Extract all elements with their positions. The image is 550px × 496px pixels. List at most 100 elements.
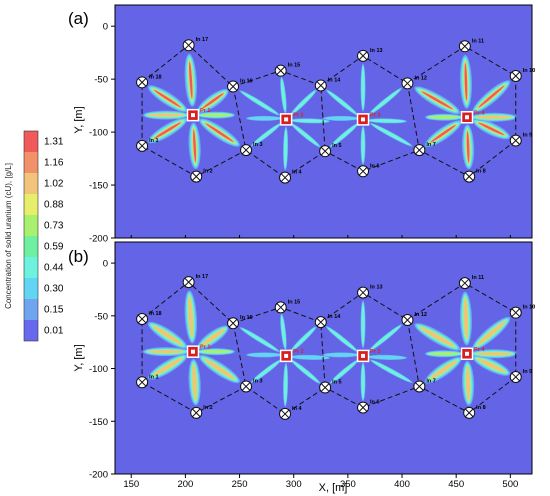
concentration-plume bbox=[201, 329, 225, 346]
injection-well-marker bbox=[357, 165, 370, 178]
y-tick-label: -200 bbox=[89, 234, 108, 245]
colorbar-tick-label: 1.31 bbox=[44, 137, 64, 148]
concentration-plume bbox=[463, 298, 468, 339]
injection-well-marker bbox=[509, 370, 522, 383]
injection-well-label: In 11 bbox=[472, 38, 484, 44]
y-tick-label: -100 bbox=[89, 128, 108, 139]
concentration-plume bbox=[331, 124, 357, 146]
concentration-plume bbox=[241, 328, 278, 351]
panel-a-y-axis-title: Y, [m] bbox=[73, 106, 85, 133]
injection-well-label: In 7 bbox=[426, 378, 435, 384]
concentration-plume bbox=[428, 352, 460, 356]
injection-well-marker bbox=[182, 276, 195, 289]
production-well-label: Pr 3 bbox=[370, 112, 380, 118]
injection-well-marker bbox=[314, 79, 327, 92]
concentration-plume bbox=[148, 113, 184, 117]
colorbar-tick-label: 1.16 bbox=[44, 158, 64, 169]
injection-well-marker bbox=[401, 77, 414, 90]
panel-b: In 1 In 2 In 3 In 4 In 5 In 6 In 7 In 8 In 9 In 1… bbox=[68, 241, 535, 494]
injection-well-label: In 14 bbox=[328, 314, 341, 320]
injection-well-label: In 12 bbox=[414, 312, 427, 318]
colorbar-swatch bbox=[24, 152, 38, 173]
y-tick-label: -50 bbox=[94, 311, 108, 322]
cell-boundary bbox=[320, 292, 420, 409]
concentration-plume bbox=[292, 124, 319, 146]
concentration-plume bbox=[429, 360, 457, 380]
concentration-plume bbox=[281, 315, 286, 348]
panel-a-wells: In 1 In 2 In 3 In 4 In 5 In 6 In 7 In 8 In 9 In 1… bbox=[136, 37, 535, 184]
injection-well-marker bbox=[190, 406, 203, 419]
injection-well-label: In 13 bbox=[370, 48, 383, 54]
colorbar-swatches bbox=[23, 130, 39, 342]
production-well-label: Pr 1 bbox=[200, 345, 210, 351]
concentration-plume bbox=[476, 352, 512, 356]
concentration-plume bbox=[247, 352, 282, 357]
injection-well-label: In 2 bbox=[203, 405, 212, 411]
injection-well-label: In 3 bbox=[253, 378, 262, 384]
x-tick-label: 150 bbox=[123, 479, 139, 490]
colorbar-tick-label: 0.88 bbox=[44, 200, 64, 211]
injection-well-label: In 15 bbox=[288, 299, 301, 305]
concentration-plume bbox=[370, 325, 401, 351]
concentration-plume bbox=[477, 358, 506, 373]
concentration-plume bbox=[193, 129, 197, 163]
production-well-marker bbox=[356, 349, 370, 363]
colorbar-tick-label: 0.44 bbox=[44, 263, 64, 274]
production-well-marker bbox=[356, 113, 370, 126]
concentration-plume bbox=[327, 327, 357, 351]
concentration-plume bbox=[361, 364, 365, 400]
colorbar-swatch bbox=[24, 173, 38, 194]
colorbar-swatch bbox=[24, 257, 38, 278]
injection-well-label: In 9 bbox=[523, 369, 532, 375]
concentration-plume bbox=[152, 357, 183, 376]
concentration-plume bbox=[368, 355, 406, 360]
concentration-plume bbox=[188, 296, 194, 337]
concentration-plume bbox=[327, 91, 357, 114]
concentration-plume bbox=[252, 124, 280, 146]
injection-well-label: In 18 bbox=[149, 311, 162, 317]
concentration-plume bbox=[283, 129, 288, 168]
injection-well-marker bbox=[509, 69, 522, 82]
y-tick-label: 0 bbox=[103, 22, 108, 33]
concentration-plume bbox=[200, 350, 232, 354]
concentration-plume bbox=[292, 119, 328, 123]
injection-well-label: In 17 bbox=[196, 274, 209, 280]
injection-well-label: In 4 bbox=[292, 406, 302, 412]
injection-well-marker bbox=[279, 407, 292, 420]
injection-well-marker bbox=[413, 380, 426, 393]
injection-well-marker bbox=[314, 316, 327, 329]
panel-b-y-axis-title: Y, [m] bbox=[73, 344, 85, 371]
panel-a: In 1 In 2 In 3 In 4 In 5 In 6 In 7 In 8 In 9 In 1… bbox=[68, 4, 535, 245]
concentration-plume bbox=[152, 325, 183, 345]
concentration-plume bbox=[189, 61, 193, 99]
y-tick-label: -50 bbox=[94, 75, 108, 86]
production-well-marker bbox=[460, 347, 474, 361]
injection-well-label: In 7 bbox=[426, 142, 435, 148]
injection-well-marker bbox=[274, 64, 287, 77]
x-tick-label: 300 bbox=[286, 479, 302, 490]
concentration-plume bbox=[281, 78, 286, 112]
injection-well-marker bbox=[240, 380, 253, 393]
injection-well-marker bbox=[401, 314, 414, 327]
colorbar: 1.31 1.16 1.02 0.88 0.73 0.59 0.44 0.30 0.15 0.01… bbox=[4, 130, 64, 342]
x-tick-label: 350 bbox=[340, 479, 356, 490]
colorbar-swatch bbox=[24, 278, 38, 299]
concentration-plume bbox=[291, 355, 329, 360]
concentration-plume bbox=[477, 321, 506, 346]
colorbar-tick-label: 0.73 bbox=[44, 221, 64, 232]
x-tick-label: 400 bbox=[394, 479, 410, 490]
concentration-plume bbox=[466, 131, 470, 163]
injection-well-label: In 12 bbox=[414, 75, 427, 81]
injection-well-label: In 2 bbox=[203, 169, 212, 175]
x-tick-label: 250 bbox=[232, 479, 248, 490]
concentration-plume bbox=[192, 364, 197, 400]
panel-b-y-axis: 0 -50 -100 -150 -200 bbox=[89, 259, 115, 481]
concentration-plume bbox=[291, 327, 316, 351]
panel-b-concentration-field bbox=[142, 290, 518, 407]
injection-well-label: In 1 bbox=[149, 374, 158, 380]
injection-well-marker bbox=[357, 286, 370, 299]
concentration-plume bbox=[331, 361, 357, 383]
y-tick-label: -150 bbox=[89, 417, 108, 428]
injection-well-marker bbox=[319, 381, 332, 394]
injection-well-marker bbox=[357, 49, 370, 62]
